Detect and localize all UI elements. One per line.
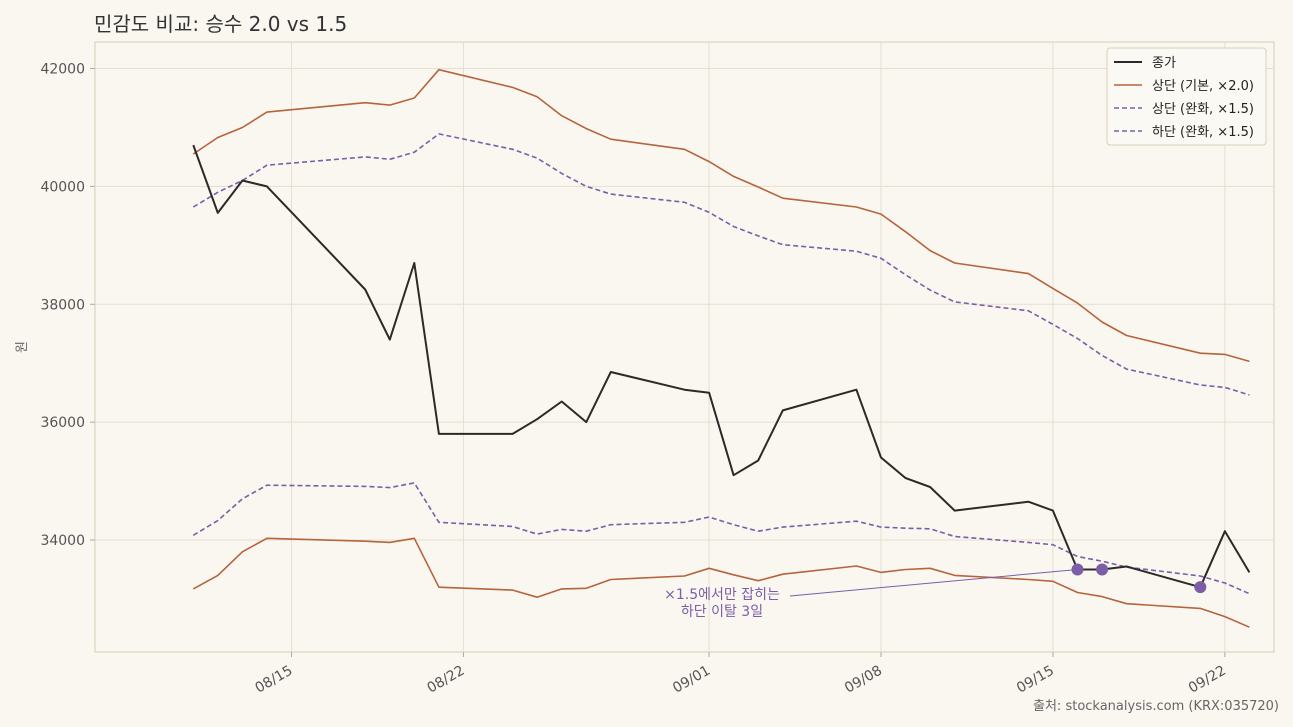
annotation-arrow xyxy=(789,569,1078,597)
y-axis-label: 원 xyxy=(15,341,30,353)
legend-box xyxy=(1106,47,1267,146)
legend-label-lower-relaxed: 하단 (완화, ×1.5) xyxy=(1152,125,1254,140)
y-tick-label: 40000 xyxy=(40,179,85,195)
legend-label-upper-relaxed: 상단 (완화, ×1.5) xyxy=(1152,102,1254,117)
x-tick-label: 09/08 xyxy=(842,663,885,697)
breach-point xyxy=(1194,581,1207,594)
x-tick-label: 08/22 xyxy=(424,663,467,697)
legend-label-upper-base: 상단 (기본, ×2.0) xyxy=(1152,79,1254,94)
x-tick-label: 09/01 xyxy=(670,663,713,697)
y-tick-label: 42000 xyxy=(40,62,85,78)
source-note: 출처: stockanalysis.com (KRX:035720) xyxy=(1033,699,1279,714)
series-line-4 xyxy=(192,537,1250,628)
y-tick-label: 34000 xyxy=(40,533,85,549)
x-tick-label: 09/15 xyxy=(1014,663,1057,697)
legend: 종가 상단 (기본, ×2.0) 상단 (완화, ×1.5) 하단 (완화, ×… xyxy=(1106,47,1267,146)
y-axis: 34000 36000 38000 40000 42000 xyxy=(40,62,95,549)
annotation-text-line1: ×1.5에서만 잡히는 xyxy=(664,587,780,603)
legend-label-close: 종가 xyxy=(1152,56,1176,71)
breach-points xyxy=(1071,563,1207,594)
chart-title: 민감도 비교: 승수 2.0 vs 1.5 xyxy=(94,12,347,36)
y-tick-label: 38000 xyxy=(40,297,85,313)
x-tick-label: 09/22 xyxy=(1186,663,1229,697)
series-line-3 xyxy=(192,482,1250,595)
series-line-1 xyxy=(192,68,1250,363)
breach-point xyxy=(1071,563,1084,576)
annotation: ×1.5에서만 잡히는 하단 이탈 3일 xyxy=(664,569,1078,620)
x-tick-label: 08/15 xyxy=(253,663,296,697)
annotation-text-line2: 하단 이탈 3일 xyxy=(681,604,763,620)
grid-lines xyxy=(95,42,1274,652)
series-line-2 xyxy=(192,133,1250,396)
x-axis: 08/15 08/22 09/01 09/08 09/15 09/22 xyxy=(253,652,1229,697)
breach-point xyxy=(1096,563,1109,576)
y-tick-label: 36000 xyxy=(40,415,85,431)
